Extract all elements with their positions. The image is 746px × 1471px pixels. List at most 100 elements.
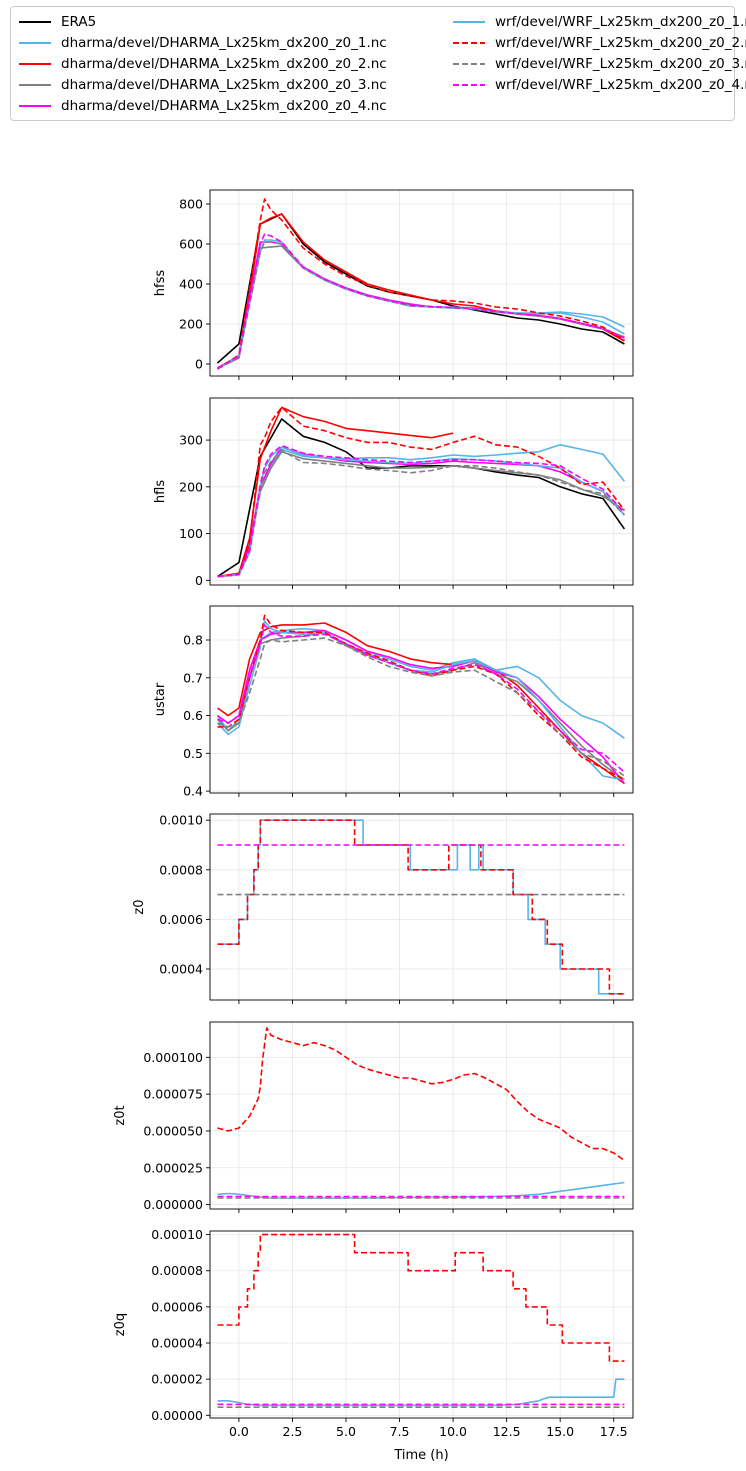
series-line-wrf-devel-wrf-lx25km-dx200-z0-1-nc <box>217 1378 625 1407</box>
series-line-dharma-devel-dharma-lx25km-dx200-z0-2-nc <box>217 213 625 369</box>
legend-label: wrf/devel/WRF_Lx25km_dx200_z0_2.nc <box>495 35 746 51</box>
y-tick-label: 0.0006 <box>159 912 203 927</box>
series-line-wrf-devel-wrf-lx25km-dx200-z0-2-nc <box>217 1027 625 1162</box>
series-line-wrf-devel-wrf-lx25km-dx200-z0-1-nc <box>217 446 625 578</box>
subplot-z0: 0.0004 0.0006 0.0008 0.0010 z0 <box>132 813 634 1004</box>
y-axis-label: z0q <box>113 1313 128 1336</box>
y-tick-label: 0.000000 <box>143 1197 203 1212</box>
legend-label: wrf/devel/WRF_Lx25km_dx200_z0_4.nc <box>495 77 746 93</box>
y-tick-label: 0.00000 <box>151 1408 203 1423</box>
y-tick-label: 0.00006 <box>151 1299 203 1314</box>
series-line-wrf-devel-wrf-lx25km-dx200-z0-2-nc <box>217 198 625 370</box>
y-tick-label: 400 <box>179 277 203 292</box>
y-tick-label: 0.7 <box>183 670 203 685</box>
y-tick-label: 0.000075 <box>143 1087 203 1102</box>
y-tick-label: 0.0008 <box>159 862 203 877</box>
series-line-era5 <box>216 213 625 364</box>
x-tick-label: 7.5 <box>390 1424 410 1439</box>
legend: ERA5 dharma/devel/DHARMA_Lx25km_dx200_z0_… <box>10 6 746 121</box>
legend-label: dharma/devel/DHARMA_Lx25km_dx200_z0_2.nc <box>61 56 387 72</box>
axes-frame <box>209 397 634 586</box>
y-tick-label: 0.6 <box>183 708 203 723</box>
y-tick-label: 200 <box>179 479 203 494</box>
legend-swatch <box>19 105 51 107</box>
y-tick-label: 0.00008 <box>151 1263 203 1278</box>
y-axis-label: z0 <box>132 899 147 914</box>
legend-label: dharma/devel/DHARMA_Lx25km_dx200_z0_1.nc <box>61 35 387 51</box>
y-tick-label: 0.0010 <box>159 813 203 828</box>
x-tick-label: 12.5 <box>493 1424 521 1439</box>
y-tick-label: 0.00002 <box>151 1372 203 1387</box>
series-line-wrf-devel-wrf-lx25km-dx200-z0-4-nc <box>217 624 625 773</box>
legend-swatch <box>453 63 485 65</box>
axes-frame <box>209 813 634 1001</box>
y-tick-label: 0 <box>195 573 203 588</box>
series-line-era5 <box>217 418 626 578</box>
series-line-wrf-devel-wrf-lx25km-dx200-z0-1-nc <box>216 620 625 781</box>
series-line-dharma-devel-dharma-lx25km-dx200-z0-4-nc <box>217 446 625 578</box>
x-tick-label: 2.5 <box>283 1424 303 1439</box>
y-tick-label: 0.000050 <box>143 1123 203 1138</box>
y-tick-label: 800 <box>179 197 203 212</box>
series-line-wrf-devel-wrf-lx25km-dx200-z0-3-nc <box>217 637 625 777</box>
series-line-wrf-devel-wrf-lx25km-dx200-z0-3-nc <box>217 449 625 578</box>
y-axis-label: z0t <box>113 1105 128 1125</box>
y-axis-label: ustar <box>153 682 168 716</box>
series-line-dharma-devel-dharma-lx25km-dx200-z0-3-nc <box>217 450 625 578</box>
subplot-ustar: 0.4 0.5 0.6 0.7 0.8 ustar <box>153 605 634 799</box>
y-tick-label: 0.000100 <box>143 1050 203 1065</box>
legend-label: wrf/devel/WRF_Lx25km_dx200_z0_1.nc <box>495 14 746 30</box>
axes-frame <box>209 1230 634 1419</box>
series-line-wrf-devel-wrf-lx25km-dx200-z0-1-nc <box>217 819 625 995</box>
series-line-dharma-devel-dharma-lx25km-dx200-z0-4-nc <box>217 629 626 785</box>
legend-swatch <box>19 42 51 44</box>
series-line-wrf-devel-wrf-lx25km-dx200-z0-2-nc <box>217 614 625 781</box>
series-line-wrf-devel-wrf-lx25km-dx200-z0-4-nc <box>217 233 625 370</box>
x-tick-label: 17.5 <box>600 1424 628 1439</box>
subplot-hfls: 0 100 200 300 hfls <box>153 397 634 589</box>
axes-frame <box>209 189 634 377</box>
legend-swatch <box>19 63 51 65</box>
x-tick-label: 0.0 <box>229 1424 249 1439</box>
y-tick-label: 0.0004 <box>159 962 203 977</box>
legend-swatch <box>453 42 485 44</box>
series-line-wrf-devel-wrf-lx25km-dx200-z0-1-nc <box>217 1181 625 1199</box>
y-tick-label: 0.5 <box>183 746 203 761</box>
subplot-z0t: 0.000000 0.000025 0.000050 0.000075 0.000100… <box>113 1021 634 1213</box>
legend-label: dharma/devel/DHARMA_Lx25km_dx200_z0_4.nc <box>61 98 387 114</box>
subplot-hfss: 0 200 400 600 800 hfss <box>153 189 634 380</box>
series-line-dharma-devel-dharma-lx25km-dx200-z0-3-nc <box>216 631 625 781</box>
subplot-z0q: 0.00000 0.00002 0.00004 0.00006 0.00008 0.000… <box>113 1227 634 1463</box>
series-line-wrf-devel-wrf-lx25km-dx200-z0-2-nc <box>217 819 625 995</box>
legend-swatch <box>453 21 485 23</box>
x-tick-label: 10.0 <box>439 1424 467 1439</box>
y-tick-label: 0.00004 <box>151 1336 203 1351</box>
series-line-wrf-devel-wrf-lx25km-dx200-z0-2-nc <box>217 406 626 578</box>
legend-label: dharma/devel/DHARMA_Lx25km_dx200_z0_3.nc <box>61 77 387 93</box>
legend-swatch <box>19 21 51 23</box>
y-tick-label: 0 <box>195 357 203 372</box>
axes-frame <box>209 1021 634 1210</box>
y-tick-label: 200 <box>179 317 203 332</box>
y-tick-label: 0.000025 <box>143 1160 203 1175</box>
x-axis-label: Time (h) <box>393 1448 448 1463</box>
x-tick-label: 15.0 <box>546 1424 574 1439</box>
axes-frame <box>209 605 634 794</box>
y-axis-label: hfls <box>153 480 168 503</box>
legend-swatch <box>453 84 485 86</box>
y-tick-label: 0.4 <box>183 784 203 799</box>
legend-swatch <box>19 84 51 86</box>
series-line-dharma-devel-dharma-lx25km-dx200-z0-2-nc <box>217 622 625 785</box>
series-line-wrf-devel-wrf-lx25km-dx200-z0-4-nc <box>217 444 625 578</box>
y-tick-label: 600 <box>179 237 203 252</box>
y-tick-label: 0.8 <box>183 633 203 648</box>
legend-label: wrf/devel/WRF_Lx25km_dx200_z0_3.nc <box>495 56 746 72</box>
series-line-wrf-devel-wrf-lx25km-dx200-z0-2-nc <box>217 1233 625 1362</box>
y-tick-label: 0.00010 <box>151 1227 203 1242</box>
series-line-wrf-devel-wrf-lx25km-dx200-z0-1-nc <box>217 239 625 370</box>
y-tick-label: 300 <box>179 433 203 448</box>
legend-label: ERA5 <box>61 14 97 30</box>
x-tick-label: 5.0 <box>336 1424 356 1439</box>
y-tick-label: 100 <box>179 526 203 541</box>
